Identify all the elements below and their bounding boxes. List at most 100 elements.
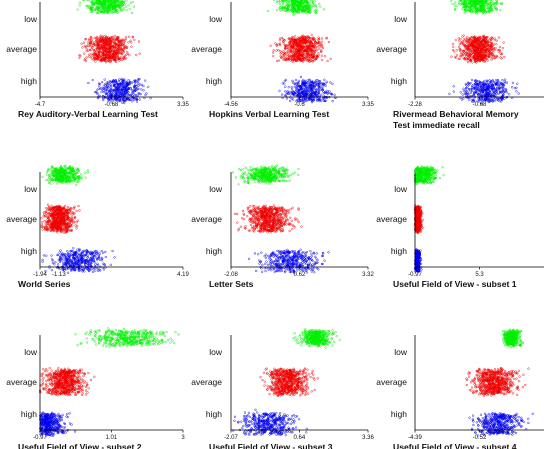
- data-point: [278, 2, 282, 6]
- data-point: [116, 0, 120, 3]
- data-point: [102, 98, 105, 102]
- data-point: [103, 1, 107, 5]
- data-point: [497, 50, 500, 53]
- data-point: [130, 45, 133, 48]
- data-point: [92, 44, 95, 47]
- data-point: [278, 89, 281, 92]
- data-point: [110, 0, 114, 2]
- data-point: [100, 81, 104, 84]
- data-point: [457, 1, 461, 4]
- data-point: [277, 59, 281, 62]
- data-point: [119, 0, 122, 3]
- data-point: [149, 97, 152, 100]
- data-point: [299, 75, 303, 79]
- data-point: [272, 0, 276, 2]
- data-point: [95, 6, 99, 9]
- x-tick-label: -0.68: [105, 102, 119, 108]
- data-point: [113, 37, 116, 40]
- data-point: [458, 39, 461, 42]
- data-point: [126, 46, 129, 49]
- data-point: [457, 37, 460, 40]
- data-point: [469, 82, 472, 85]
- data-point: [96, 1, 99, 4]
- data-point: [94, 44, 97, 47]
- data-point: [107, 9, 110, 12]
- data-point: [82, 41, 86, 44]
- data-point: [462, 89, 466, 93]
- data-point: [279, 50, 282, 53]
- data-point: [137, 82, 140, 85]
- data-point: [470, 78, 474, 82]
- data-point: [313, 0, 316, 3]
- data-point: [82, 0, 85, 1]
- data-point: [320, 93, 323, 96]
- data-point: [104, 6, 108, 9]
- data-point: [502, 41, 505, 44]
- data-point: [142, 84, 145, 88]
- data-point: [507, 93, 511, 96]
- data-point: [127, 4, 130, 7]
- data-point: [503, 97, 506, 100]
- data-point: [103, 78, 106, 81]
- data-point: [286, 55, 289, 58]
- data-point: [124, 35, 127, 39]
- data-point: [293, 85, 296, 88]
- data-point: [515, 90, 518, 93]
- data-point: [147, 85, 150, 88]
- data-point: [114, 3, 118, 6]
- data-point: [131, 100, 134, 103]
- data-point: [331, 82, 334, 85]
- data-point: [111, 7, 115, 10]
- series-average-points: [269, 33, 332, 63]
- data-point: [327, 40, 331, 44]
- data-point: [138, 98, 141, 101]
- data-point: [129, 1, 133, 4]
- data-point: [516, 82, 519, 85]
- data-point: [127, 79, 130, 82]
- data-point: [102, 6, 106, 10]
- data-point: [282, 42, 285, 45]
- data-point: [120, 4, 123, 8]
- data-point: [142, 89, 145, 92]
- category-label-low: low: [24, 14, 38, 24]
- data-point: [269, 44, 272, 47]
- data-point: [101, 88, 104, 91]
- data-point: [274, 42, 277, 45]
- data-point: [94, 60, 97, 63]
- data-point: [320, 37, 324, 40]
- data-point: [46, 173, 49, 176]
- data-point: [499, 8, 502, 12]
- data-point: [89, 55, 93, 58]
- data-point: [498, 45, 501, 49]
- data-point: [318, 2, 321, 5]
- data-point: [133, 38, 136, 41]
- data-point: [320, 58, 324, 62]
- data-point: [84, 57, 87, 60]
- data-point: [104, 61, 108, 64]
- data-point: [453, 4, 456, 7]
- data-point: [282, 56, 285, 59]
- data-point: [275, 59, 279, 63]
- data-point: [107, 10, 110, 13]
- data-point: [329, 57, 332, 60]
- data-point: [510, 86, 514, 89]
- data-point: [501, 46, 504, 50]
- data-point: [100, 3, 103, 6]
- data-point: [453, 50, 456, 53]
- series-high-points: [448, 78, 520, 105]
- data-point: [459, 91, 462, 94]
- data-point: [501, 78, 504, 82]
- data-point: [475, 12, 478, 15]
- data-point: [121, 0, 125, 3]
- data-point: [331, 99, 334, 103]
- data-point: [128, 8, 131, 11]
- data-point: [469, 91, 472, 95]
- data-point: [114, 6, 117, 9]
- data-point: [55, 182, 59, 185]
- series-average-points: [450, 34, 506, 64]
- data-point: [137, 84, 140, 87]
- data-point: [116, 4, 120, 8]
- data-point: [100, 55, 103, 58]
- data-point: [471, 61, 474, 64]
